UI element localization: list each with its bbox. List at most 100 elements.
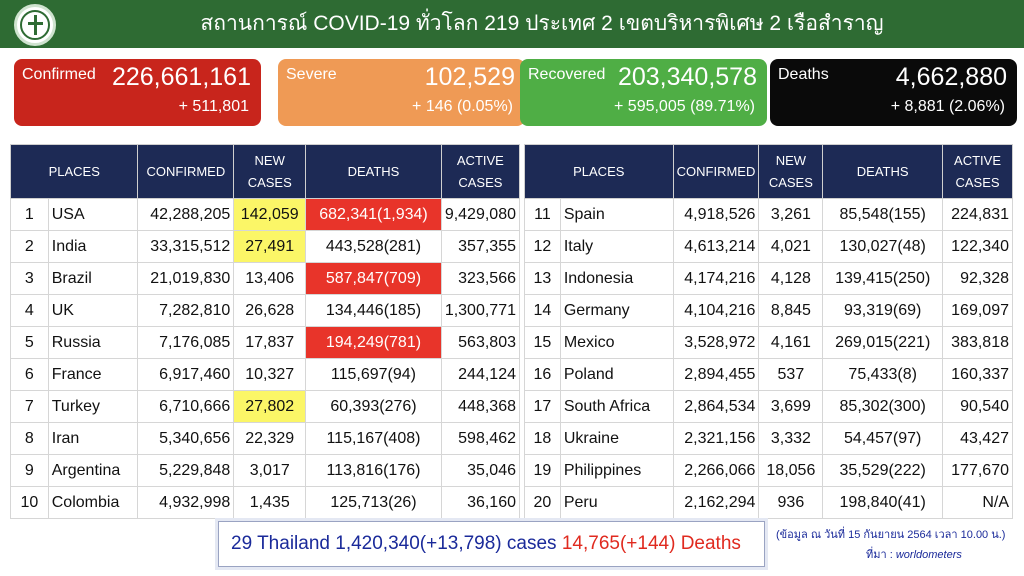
new-cases-cell: 4,021 [758, 230, 824, 263]
active-cases-cell: 224,831 [942, 198, 1013, 231]
rank-cell: 13 [524, 262, 561, 295]
thailand-deaths: 14,765(+144) [561, 533, 676, 554]
confirmed-cell: 7,176,085 [137, 326, 235, 359]
table-row: 4 UK 7,282,810 26,628 134,446(185) 1,300,771 [10, 294, 521, 327]
new-cases-cell: 17,837 [233, 326, 307, 359]
deaths-cell: 115,167(408) [305, 422, 442, 455]
table-row: 19 Philippines 2,266,066 18,056 35,529(222) 1… [524, 454, 1013, 487]
deaths-cell: 443,528(281) [305, 230, 442, 263]
confirmed-cell: 2,864,534 [672, 390, 760, 423]
new-cases-cell: 18,056 [758, 454, 824, 487]
header-active-cases: ACTIVE CASES [440, 144, 521, 199]
rank-cell: 6 [10, 358, 49, 391]
place-cell: Iran [47, 422, 139, 455]
table-row: 10 Colombia 4,932,998 1,435 125,713(26) 36,16… [10, 486, 521, 519]
place-cell: USA [47, 198, 139, 231]
rank-cell: 12 [524, 230, 561, 263]
thailand-summary-box: 29 Thailand 1,420,340(+13,798) cases 14,… [218, 521, 765, 567]
recovered-card: Recovered 203,340,578 + 595,005 (89.71%) [520, 59, 767, 126]
table-row: 3 Brazil 21,019,830 13,406 587,847(709) 323,5… [10, 262, 521, 295]
deaths-card: Deaths 4,662,880 + 8,881 (2.06%) [770, 59, 1017, 126]
rank-cell: 10 [10, 486, 49, 519]
confirmed-change: + 511,801 [178, 98, 249, 115]
rank-cell: 5 [10, 326, 49, 359]
confirmed-cell: 6,917,460 [137, 358, 235, 391]
thailand-cases: 1,420,340(+13,798) [335, 533, 502, 554]
confirmed-cell: 4,104,216 [672, 294, 760, 327]
deaths-cell: 113,816(176) [305, 454, 442, 487]
place-cell: Mexico [559, 326, 674, 359]
new-cases-cell: 936 [758, 486, 824, 519]
table-row: 14 Germany 4,104,216 8,845 93,319(69) 169,097 [524, 294, 1013, 327]
place-cell: Poland [559, 358, 674, 391]
new-cases-cell: 8,845 [758, 294, 824, 327]
table-row: 2 India 33,315,512 27,491 443,528(281) 357,35… [10, 230, 521, 263]
deaths-cell: 125,713(26) [305, 486, 442, 519]
deaths-cell: 194,249(781) [305, 326, 442, 359]
thailand-name: Thailand [257, 533, 330, 554]
deaths-cell: 682,341(1,934) [305, 198, 442, 231]
header-new-cases: NEW CASES [758, 144, 824, 199]
new-cases-cell: 537 [758, 358, 824, 391]
place-cell: Italy [559, 230, 674, 263]
new-cases-cell: 3,017 [233, 454, 307, 487]
active-cases-cell: 448,368 [440, 390, 521, 423]
place-cell: Brazil [47, 262, 139, 295]
confirmed-cell: 7,282,810 [137, 294, 235, 327]
new-cases-cell: 22,329 [233, 422, 307, 455]
new-cases-cell: 142,059 [233, 198, 307, 231]
table-header-row: PLACES CONFIRMED NEW CASES DEATHS ACTIVE… [9, 144, 521, 199]
active-cases-cell: 357,355 [440, 230, 521, 263]
rank-cell: 16 [524, 358, 561, 391]
confirmed-cell: 5,340,656 [137, 422, 235, 455]
active-cases-cell: 92,328 [942, 262, 1013, 295]
confirmed-cell: 21,019,830 [137, 262, 235, 295]
place-cell: Germany [559, 294, 674, 327]
place-cell: France [47, 358, 139, 391]
confirmed-cell: 2,266,066 [672, 454, 760, 487]
deaths-cell: 269,015(221) [822, 326, 944, 359]
active-cases-cell: 9,429,080 [440, 198, 521, 231]
new-cases-cell: 3,261 [758, 198, 824, 231]
place-cell: Turkey [47, 390, 139, 423]
active-cases-cell: 36,160 [440, 486, 521, 519]
active-cases-cell: 122,340 [942, 230, 1013, 263]
deaths-cell: 85,548(155) [822, 198, 944, 231]
place-cell: Peru [559, 486, 674, 519]
table-row: 1 USA 42,288,205 142,059 682,341(1,934) 9,429… [10, 198, 521, 231]
active-cases-cell: 160,337 [942, 358, 1013, 391]
confirmed-cell: 4,174,216 [672, 262, 760, 295]
table-row: 15 Mexico 3,528,972 4,161 269,015(221) 383,81… [524, 326, 1013, 359]
confirmed-cell: 2,321,156 [672, 422, 760, 455]
header-new-cases: NEW CASES [233, 144, 307, 199]
recovered-value: 203,340,578 [617, 63, 757, 91]
confirmed-cell: 4,918,526 [672, 198, 760, 231]
deaths-cell: 35,529(222) [822, 454, 944, 487]
thailand-cases-label: cases [506, 533, 557, 554]
deaths-cell: 115,697(94) [305, 358, 442, 391]
table-row: 20 Peru 2,162,294 936 198,840(41) N/A [524, 486, 1013, 519]
rank-cell: 1 [10, 198, 49, 231]
active-cases-cell: 598,462 [440, 422, 521, 455]
table-row: 6 France 6,917,460 10,327 115,697(94) 244,124 [10, 358, 521, 391]
deaths-cell: 85,302(300) [822, 390, 944, 423]
rank-cell: 3 [10, 262, 49, 295]
confirmed-cell: 4,613,214 [672, 230, 760, 263]
active-cases-cell: 43,427 [942, 422, 1013, 455]
place-cell: UK [47, 294, 139, 327]
active-cases-cell: 1,300,771 [440, 294, 521, 327]
place-cell: Philippines [559, 454, 674, 487]
new-cases-cell: 4,161 [758, 326, 824, 359]
table-row: 5 Russia 7,176,085 17,837 194,249(781) 563,80… [10, 326, 521, 359]
table-row: 8 Iran 5,340,656 22,329 115,167(408) 598,462 [10, 422, 521, 455]
new-cases-cell: 4,128 [758, 262, 824, 295]
severe-card: Severe 102,529 + 146 (0.05%) [278, 59, 525, 126]
data-timestamp-note: (ข้อมูล ณ วันที่ 15 กันยายน 2564 เวลา 10… [776, 529, 1006, 541]
new-cases-cell: 27,802 [233, 390, 307, 423]
source-note: ที่มา : worldometers [866, 545, 962, 563]
place-cell: Colombia [47, 486, 139, 519]
confirmed-cell: 6,710,666 [137, 390, 235, 423]
rank-cell: 11 [524, 198, 561, 231]
header-bar: สถานการณ์ COVID-19 ทั่วโลก 219 ประเทศ 2 … [0, 0, 1024, 48]
moph-emblem-icon [14, 4, 56, 46]
